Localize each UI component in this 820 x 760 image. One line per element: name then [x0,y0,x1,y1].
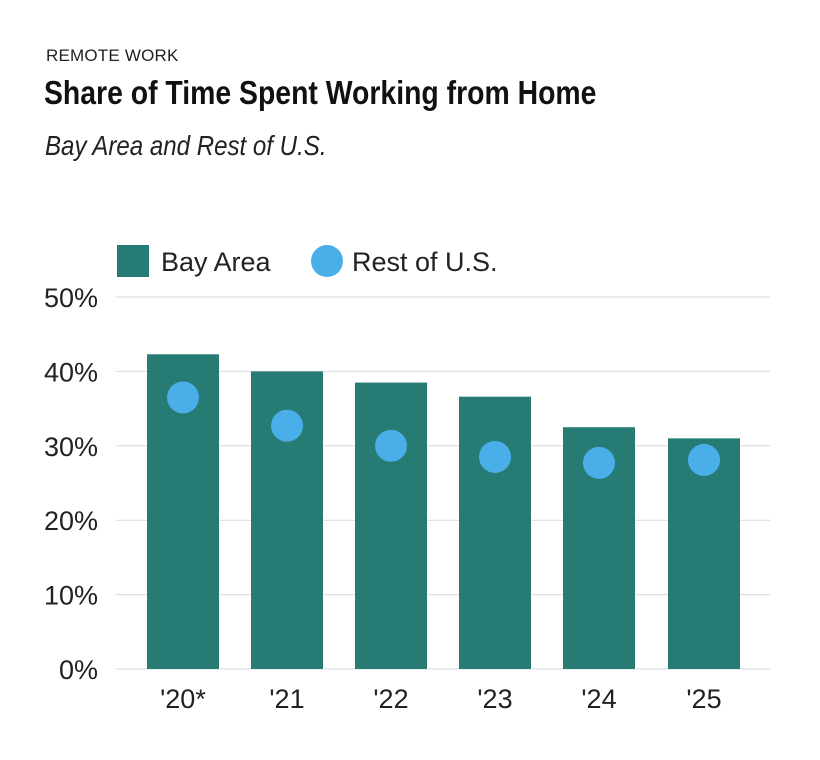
x-tick-label: '24 [581,684,616,714]
y-tick-label: 40% [44,357,98,387]
bar-bay-area [459,396,531,669]
x-tick-label: '21 [269,684,304,714]
point-rest-of-us [271,409,303,442]
y-tick-label: 0% [59,655,98,685]
y-tick-label: 20% [44,506,98,536]
x-tick-label: '23 [477,684,512,714]
y-tick-label: 50% [44,283,98,313]
bar-bay-area [668,438,740,669]
point-rest-of-us [375,429,407,462]
chart-title: Share of Time Spent Working from Home [44,74,597,111]
y-tick-label: 10% [44,581,98,611]
legend-label-rest-of-us: Rest of U.S. [352,247,498,277]
legend-label-bay-area: Bay Area [161,247,272,277]
x-tick-label: '22 [373,684,408,714]
point-rest-of-us [583,446,615,479]
point-rest-of-us [479,440,511,473]
chart-subtitle: Bay Area and Rest of U.S. [45,130,327,161]
legend: Bay Area Rest of U.S. [117,245,498,277]
x-tick-label: '20* [160,684,206,714]
x-tick-label: '25 [686,684,721,714]
legend-swatch-bay-area [117,245,149,277]
chart-kicker: REMOTE WORK [46,46,179,65]
legend-swatch-rest-of-us [311,245,343,277]
y-tick-label: 30% [44,432,98,462]
bar-bay-area [355,382,427,669]
point-rest-of-us [688,443,720,476]
point-rest-of-us [167,381,199,414]
